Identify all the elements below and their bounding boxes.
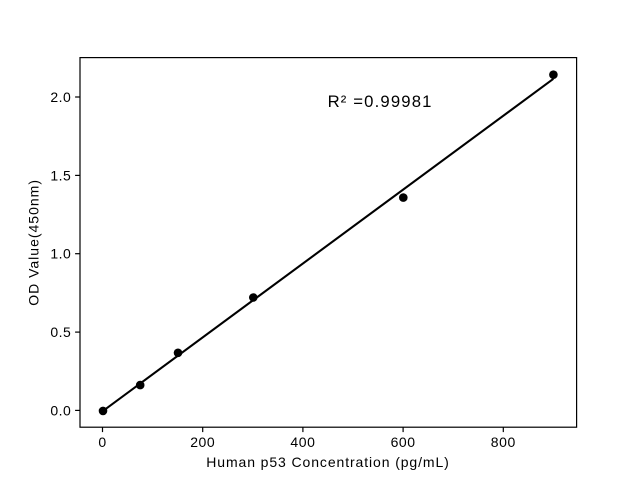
svg-text:800: 800 <box>491 434 516 450</box>
svg-text:600: 600 <box>391 434 416 450</box>
svg-text:2.0: 2.0 <box>50 89 71 105</box>
svg-text:OD Value(450nm): OD Value(450nm) <box>26 179 42 306</box>
svg-text:1.5: 1.5 <box>50 167 71 183</box>
svg-text:0: 0 <box>98 434 106 450</box>
svg-text:0.5: 0.5 <box>50 324 71 340</box>
svg-text:200: 200 <box>190 434 215 450</box>
svg-text:0.0: 0.0 <box>50 402 71 418</box>
svg-text:R² =0.99981: R² =0.99981 <box>328 92 433 111</box>
svg-text:Human p53 Concentration (pg/mL: Human p53 Concentration (pg/mL) <box>206 454 449 470</box>
svg-text:1.0: 1.0 <box>50 246 71 262</box>
svg-text:400: 400 <box>290 434 315 450</box>
